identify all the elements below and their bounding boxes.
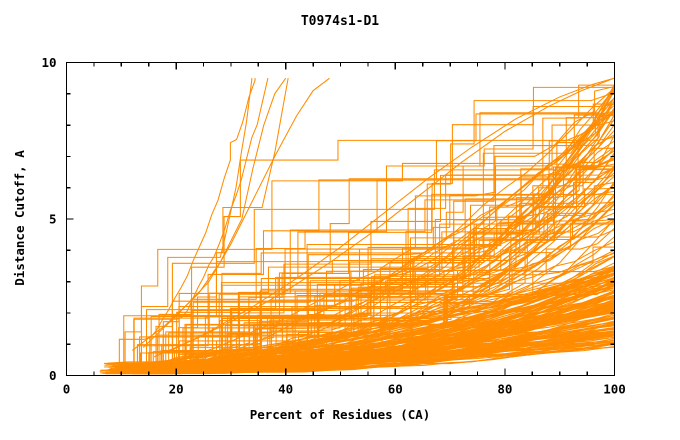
svg-text:0: 0 xyxy=(49,368,57,383)
svg-text:0: 0 xyxy=(63,382,71,397)
x-axis-label: Percent of Residues (CA) xyxy=(250,407,431,422)
y-axis-label: Distance Cutoff, A xyxy=(12,150,27,286)
data-curves-group xyxy=(99,77,615,375)
axis-ticks xyxy=(65,61,616,377)
axis-tick-labels: 0 20 40 60 80 100 0 5 10 xyxy=(41,55,625,397)
svg-text:40: 40 xyxy=(278,382,293,397)
svg-text:5: 5 xyxy=(49,212,57,227)
svg-text:100: 100 xyxy=(603,382,626,397)
svg-text:80: 80 xyxy=(497,382,512,397)
chart-title: T0974s1-D1 xyxy=(300,14,380,29)
svg-text:10: 10 xyxy=(41,55,56,70)
svg-text:20: 20 xyxy=(169,382,184,397)
svg-text:60: 60 xyxy=(388,382,403,397)
